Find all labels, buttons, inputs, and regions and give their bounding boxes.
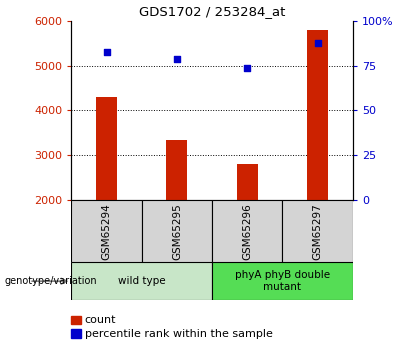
Text: GSM65295: GSM65295 [172,203,182,259]
Point [173,56,180,62]
Bar [237,164,258,200]
Text: genotype/variation: genotype/variation [4,276,97,286]
Bar [71,200,142,262]
Text: wild type: wild type [118,276,165,286]
Bar [96,97,117,200]
Point [244,65,251,71]
Text: count: count [85,315,116,325]
Bar [212,262,353,300]
Bar [166,139,187,200]
Bar [212,200,282,262]
Bar [307,30,328,200]
Text: GSM65297: GSM65297 [312,203,323,259]
Text: phyA phyB double
mutant: phyA phyB double mutant [235,270,330,292]
Text: GSM65296: GSM65296 [242,203,252,259]
Bar [142,200,212,262]
Bar [71,262,212,300]
Title: GDS1702 / 253284_at: GDS1702 / 253284_at [139,5,285,18]
Text: GSM65294: GSM65294 [102,203,112,259]
Text: percentile rank within the sample: percentile rank within the sample [85,329,273,339]
Point [314,40,321,46]
Point [103,49,110,55]
Bar [282,200,353,262]
